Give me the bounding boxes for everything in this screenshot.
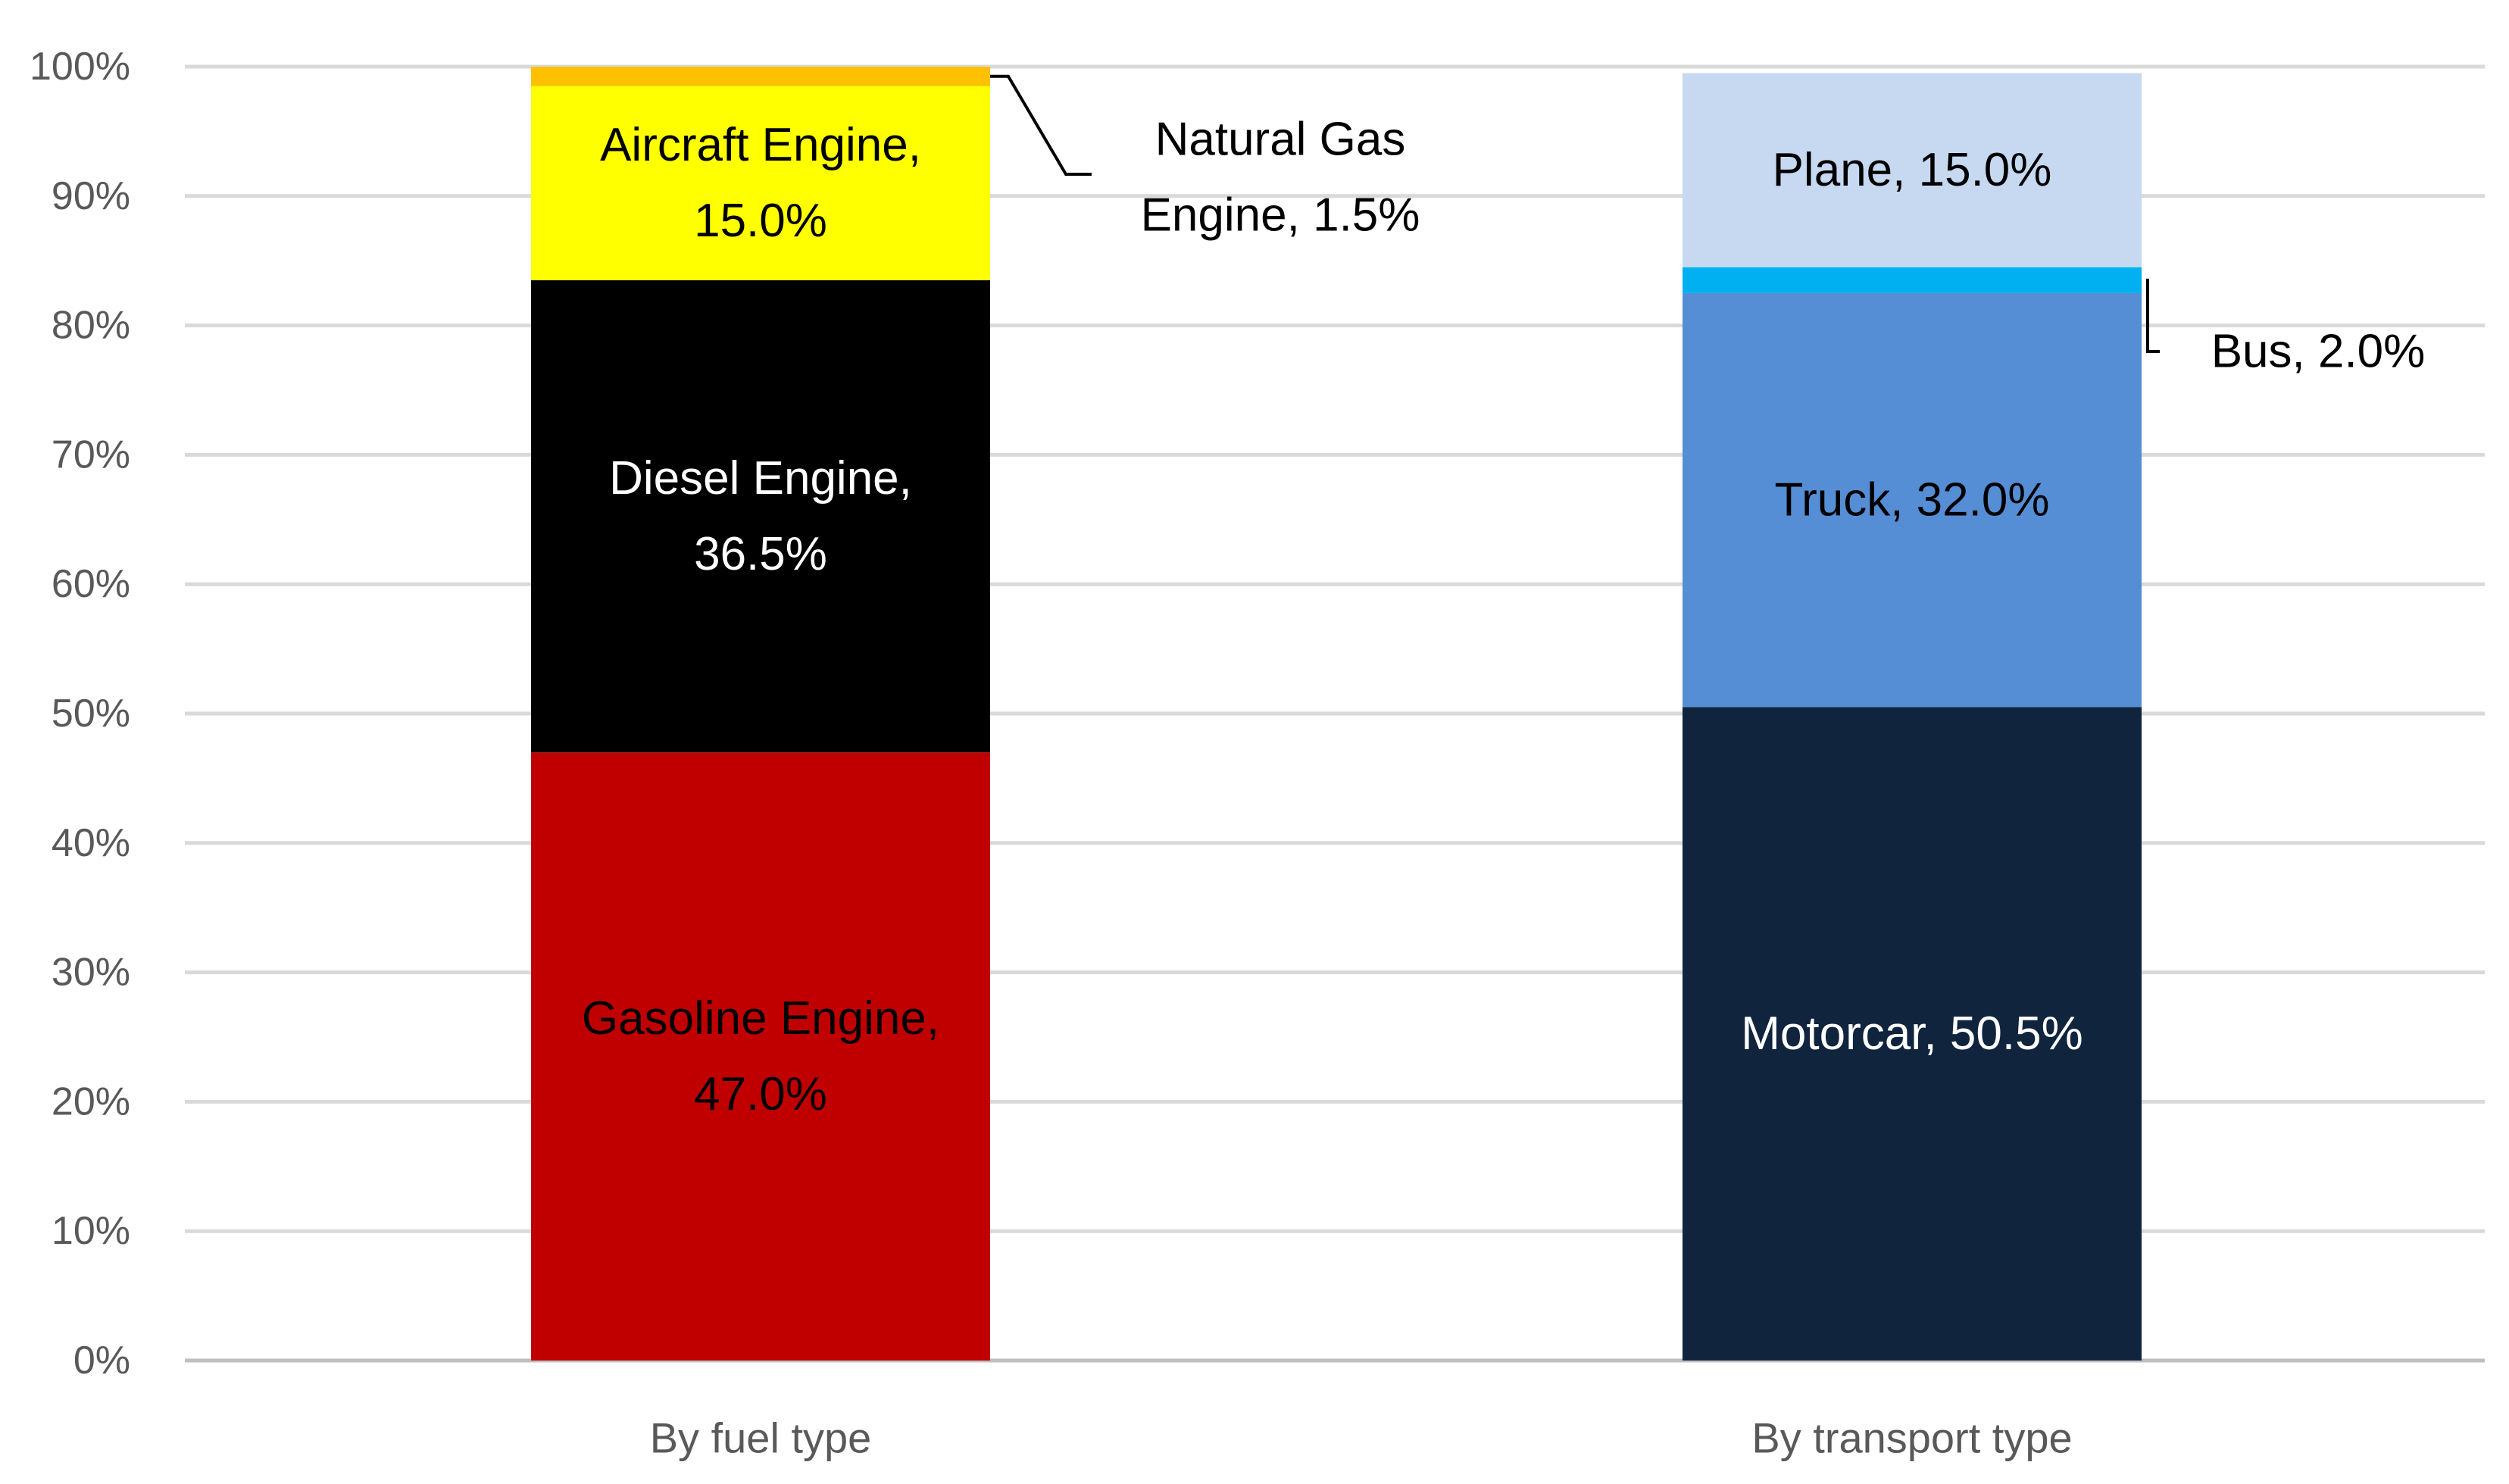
data-labels: Gasoline Engine, 47.0% Diesel Engine, 36.5%… [582,74,2426,1120]
data-label-diesel-engine-line-2: 36.5% [694,528,827,580]
bar-segment-natural-gas-engine [531,67,990,86]
bar-segment-bus [1683,267,2142,293]
data-label-natural-gas-engine-line-1: Natural Gas [1155,114,1406,166]
y-tick-label-60: 60% [52,562,130,606]
leader-line-natural-gas-engine [990,74,1092,176]
data-label-gasoline-engine-line-1: Gasoline Engine, [582,992,939,1045]
data-label-diesel-engine-line-1: Diesel Engine, [609,452,912,505]
leader-line-bus [2146,278,2160,353]
data-label-aircraft-engine-line-1: Aircraft Engine, [600,119,921,171]
bar-segment-truck [1683,292,2142,708]
x-category-label-by-transport-type: By transport type [1751,1414,2072,1462]
data-label-gasoline-engine-line-2: 47.0% [694,1068,827,1120]
y-tick-label-40: 40% [52,821,130,865]
data-label-aircraft-engine-line-2: 15.0% [694,195,827,247]
data-label-motorcar: Motorcar, 50.5% [1741,1008,2083,1060]
y-tick-label-20: 20% [52,1079,130,1123]
bar-segment-gasoline-engine [531,752,990,1361]
data-label-truck: Truck, 32.0% [1775,474,2050,526]
data-label-bus: Bus, 2.0% [2211,326,2426,378]
y-tick-label-100: 100% [30,45,130,89]
y-tick-label-30: 30% [52,951,130,995]
bars [531,67,2142,1361]
y-tick-label-70: 70% [52,433,130,476]
y-tick-label-50: 50% [52,692,130,736]
y-tick-label-10: 10% [52,1209,130,1253]
x-category-label-by-fuel-type: By fuel type [650,1414,872,1462]
data-label-natural-gas-engine-line-2: Engine, 1.5% [1141,189,1420,242]
bar-segment-motorcar [1683,707,2142,1361]
bar-segment-plane [1683,73,2142,267]
y-tick-label-0: 0% [73,1339,130,1382]
y-tick-label-80: 80% [52,304,130,348]
bar-segment-diesel-engine [531,280,990,753]
y-axis-ticks: 0% 10% 20% 30% 40% 50% 60% 70% 80% 90% 100% [30,45,130,1382]
data-label-plane: Plane, 15.0% [1773,144,2052,196]
x-axis-categories: By fuel type By transport type [650,1414,2073,1462]
y-tick-label-90: 90% [52,174,130,218]
bar-segment-aircraft-engine [531,86,990,280]
